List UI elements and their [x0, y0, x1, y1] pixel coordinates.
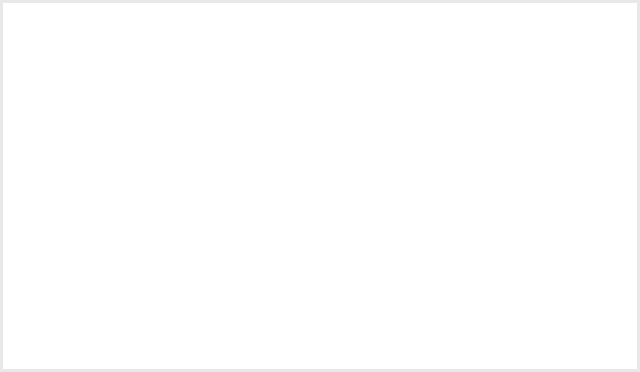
Text: 41217NA: 41217NA — [223, 57, 259, 66]
Circle shape — [325, 127, 338, 135]
Text: 41138H: 41138H — [104, 80, 134, 89]
Circle shape — [329, 137, 339, 143]
Text: FRONT: FRONT — [40, 283, 67, 302]
Text: 41044: 41044 — [319, 130, 343, 139]
Text: 41080L: 41080L — [209, 328, 237, 337]
Text: 41151M: 41151M — [18, 231, 49, 240]
Circle shape — [223, 110, 289, 148]
Circle shape — [124, 162, 130, 166]
Text: 41130H: 41130H — [101, 175, 131, 184]
Circle shape — [148, 81, 155, 85]
Text: 41060K: 41060K — [556, 82, 585, 91]
Circle shape — [112, 167, 129, 176]
Circle shape — [144, 79, 159, 88]
Circle shape — [268, 158, 334, 196]
Bar — [374, 34, 555, 259]
Circle shape — [223, 158, 289, 196]
Text: 41121: 41121 — [266, 187, 290, 196]
Text: 41000K: 41000K — [450, 82, 479, 91]
Text: J44000FG: J44000FG — [557, 344, 594, 353]
Bar — [101, 36, 367, 346]
Circle shape — [195, 201, 211, 211]
Circle shape — [330, 130, 333, 132]
Circle shape — [268, 110, 334, 148]
Text: 41000A: 41000A — [323, 113, 353, 122]
Circle shape — [200, 71, 218, 81]
Text: 41128: 41128 — [106, 90, 130, 99]
Circle shape — [118, 159, 135, 169]
Text: 41121: 41121 — [266, 115, 290, 124]
Text: 41217M: 41217M — [148, 227, 179, 236]
Circle shape — [135, 86, 150, 95]
Text: 41001(RH): 41001(RH) — [358, 272, 399, 281]
Text: 41011(LH): 41011(LH) — [358, 280, 398, 289]
